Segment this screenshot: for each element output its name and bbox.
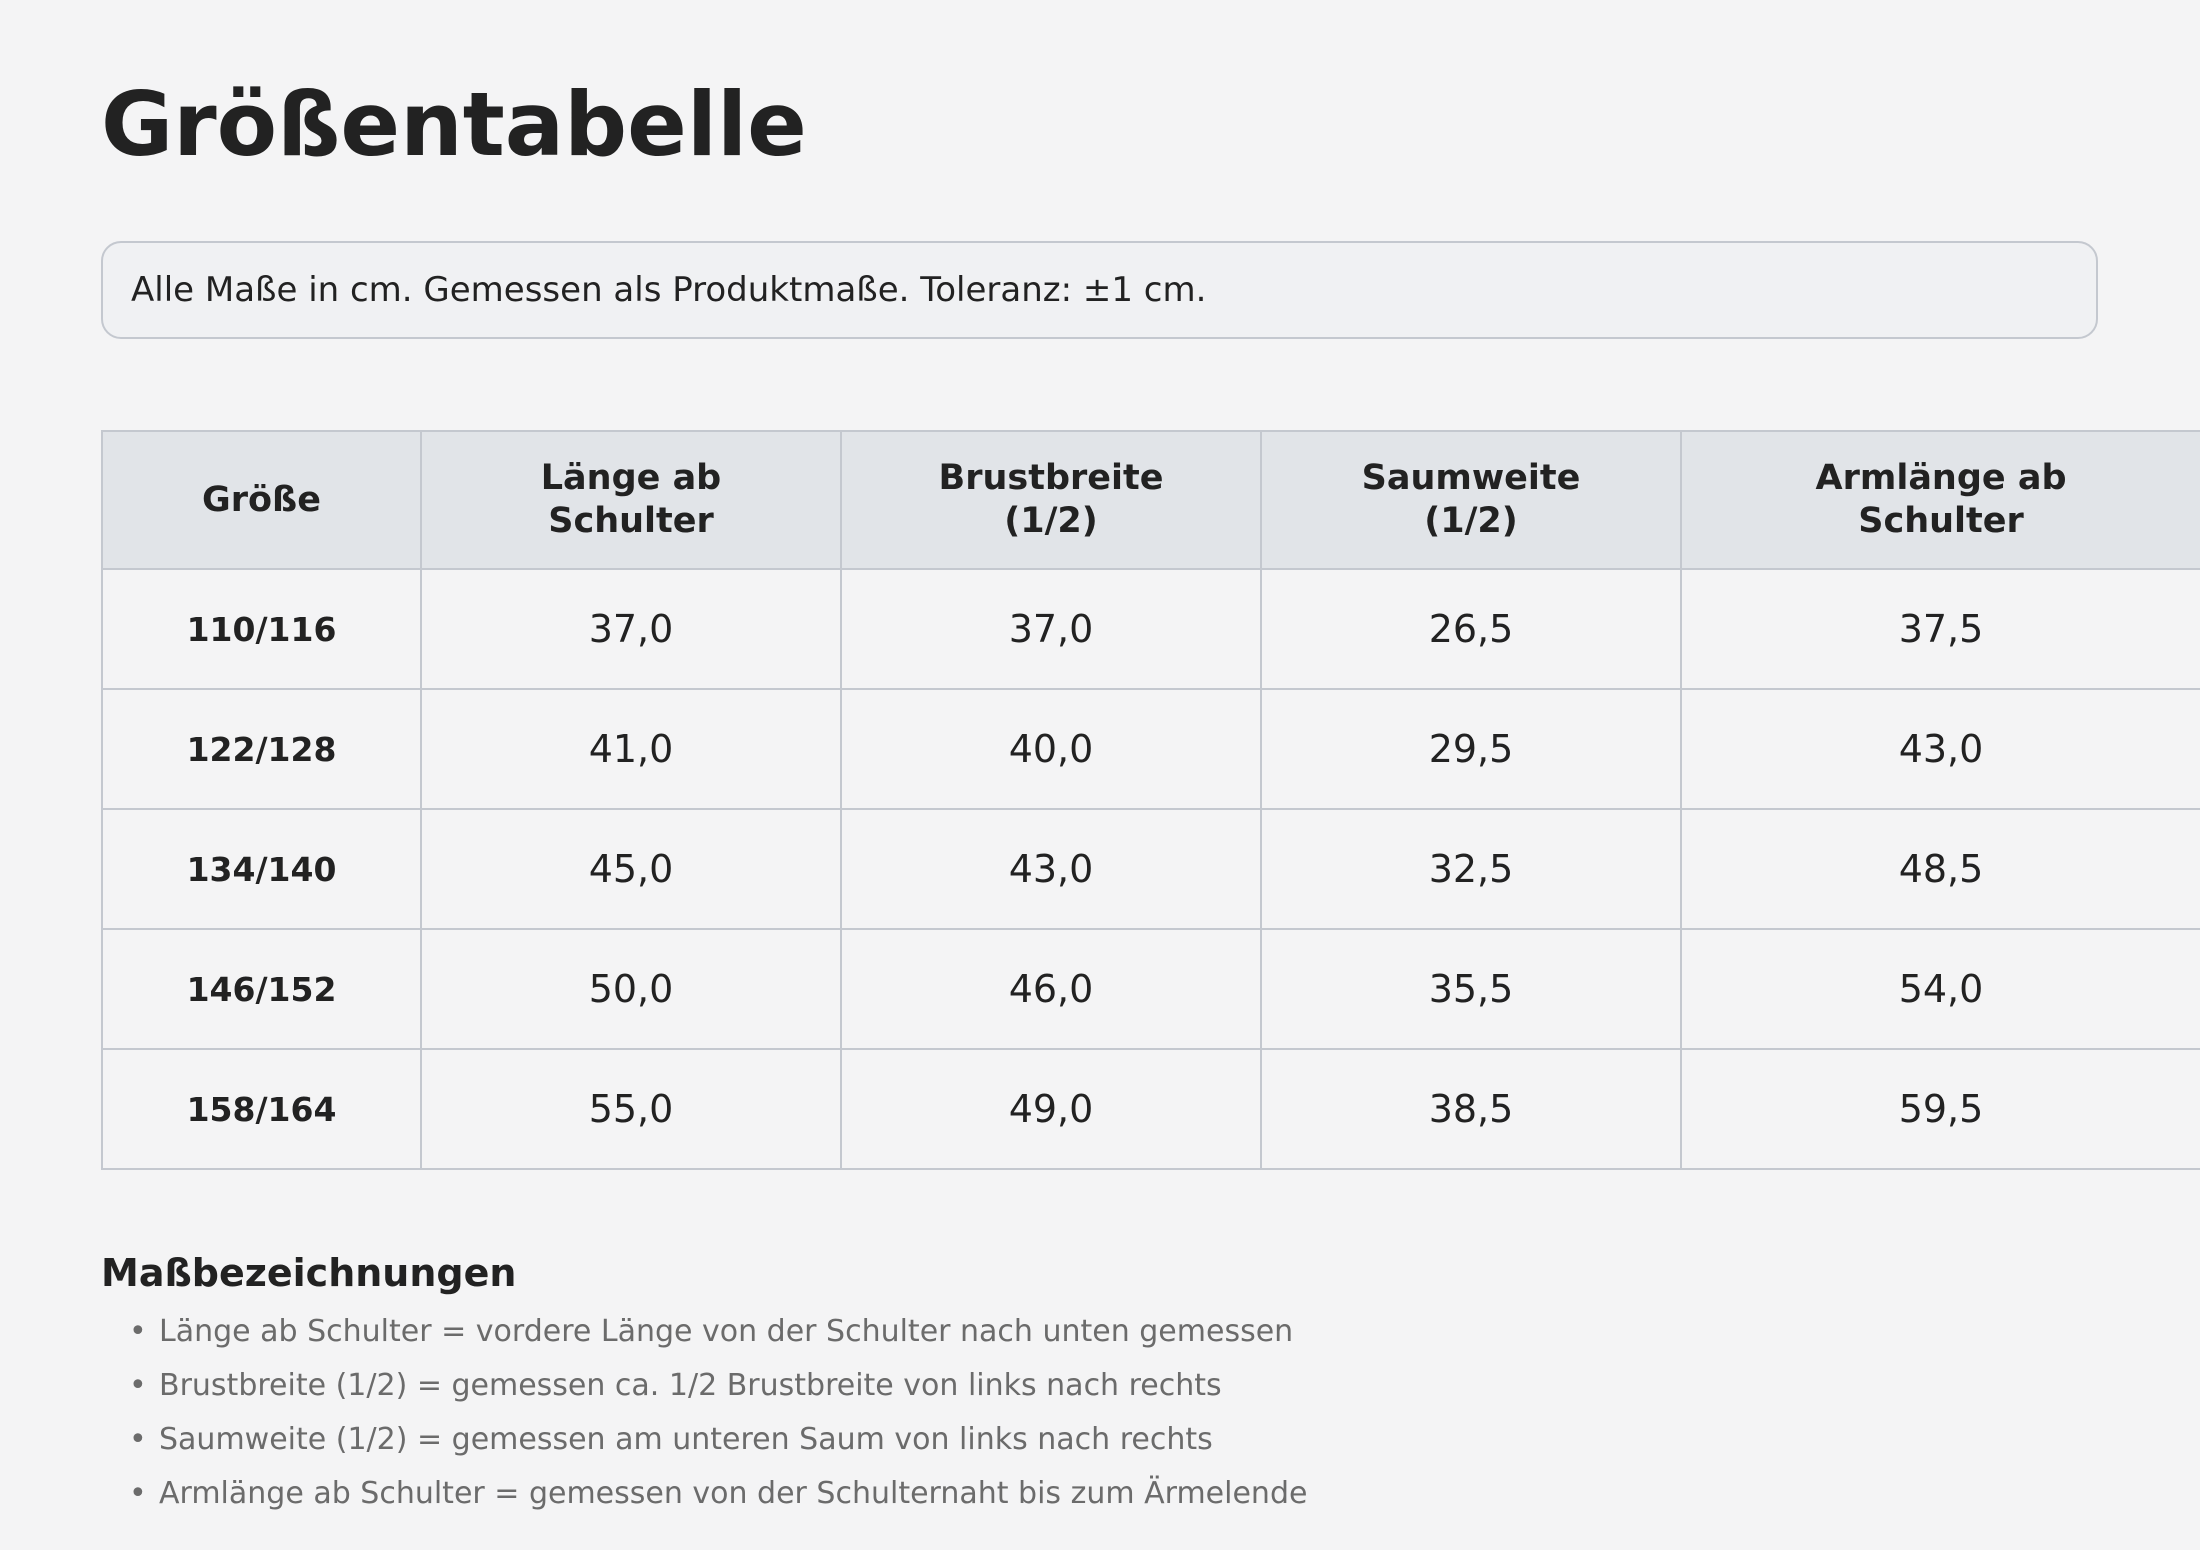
header-chest-line-1: Brustbreite (938, 458, 1164, 498)
header-length-line-1: Länge ab (540, 458, 722, 498)
bullet-icon: • (129, 1422, 147, 1457)
list-item: • Länge ab Schulter = vordere Länge von … (129, 1305, 1307, 1359)
bullet-icon: • (129, 1476, 147, 1511)
chest-cell: 46,0 (840, 928, 1262, 1050)
table-row: 110/116 37,0 37,0 26,5 37,5 (101, 568, 2200, 690)
header-sleeve-length: Armlänge ab Schulter (1680, 430, 2200, 570)
header-chest-line-2: (1/2) (1004, 501, 1098, 541)
size-cell: 134/140 (101, 808, 422, 930)
table-row: 134/140 45,0 43,0 32,5 48,5 (101, 808, 2200, 930)
size-table: Größe Länge ab Schulter Brustbreite (1/2… (101, 430, 2200, 1170)
table-header-row: Größe Länge ab Schulter Brustbreite (1/2… (101, 430, 2200, 570)
header-chest-width: Brustbreite (1/2) (840, 430, 1262, 570)
length-cell: 45,0 (420, 808, 842, 930)
sleeve-cell: 37,5 (1680, 568, 2200, 690)
chest-cell: 37,0 (840, 568, 1262, 690)
legend-item-text: Länge ab Schulter = vordere Länge von de… (159, 1314, 1294, 1349)
chest-cell: 40,0 (840, 688, 1262, 810)
list-item: • Saumweite (1/2) = gemessen am unteren … (129, 1413, 1307, 1467)
header-size-line-1: Größe (202, 479, 321, 520)
sleeve-cell: 59,5 (1680, 1048, 2200, 1170)
table-row: 146/152 50,0 46,0 35,5 54,0 (101, 928, 2200, 1050)
chest-cell: 43,0 (840, 808, 1262, 930)
hem-cell: 29,5 (1260, 688, 1682, 810)
page-title: Größentabelle (101, 73, 807, 176)
bullet-icon: • (129, 1368, 147, 1403)
legend-list: • Länge ab Schulter = vordere Länge von … (129, 1305, 1307, 1521)
header-hem-line-2: (1/2) (1424, 501, 1518, 541)
header-size: Größe (101, 430, 422, 570)
measurement-note-text: Alle Maße in cm. Gemessen als Produktmaß… (131, 270, 1207, 310)
size-cell: 122/128 (101, 688, 422, 810)
legend-item-text: Armlänge ab Schulter = gemessen von der … (159, 1476, 1308, 1511)
bullet-icon: • (129, 1314, 147, 1349)
legend-item-text: Saumweite (1/2) = gemessen am unteren Sa… (159, 1422, 1213, 1457)
hem-cell: 26,5 (1260, 568, 1682, 690)
length-cell: 55,0 (420, 1048, 842, 1170)
sleeve-cell: 48,5 (1680, 808, 2200, 930)
list-item: • Armlänge ab Schulter = gemessen von de… (129, 1467, 1307, 1521)
hem-cell: 35,5 (1260, 928, 1682, 1050)
length-cell: 37,0 (420, 568, 842, 690)
sleeve-cell: 54,0 (1680, 928, 2200, 1050)
header-hem-width: Saumweite (1/2) (1260, 430, 1682, 570)
legend-item-text: Brustbreite (1/2) = gemessen ca. 1/2 Bru… (159, 1368, 1222, 1403)
list-item: • Brustbreite (1/2) = gemessen ca. 1/2 B… (129, 1359, 1307, 1413)
hem-cell: 38,5 (1260, 1048, 1682, 1170)
size-cell: 110/116 (101, 568, 422, 690)
header-length-line-2: Schulter (548, 501, 714, 541)
header-sleeve-line-1: Armlänge ab (1815, 458, 2067, 498)
table-row: 158/164 55,0 49,0 38,5 59,5 (101, 1048, 2200, 1170)
sleeve-cell: 43,0 (1680, 688, 2200, 810)
legend-title: Maßbezeichnungen (101, 1251, 517, 1295)
header-hem-line-1: Saumweite (1361, 458, 1581, 498)
hem-cell: 32,5 (1260, 808, 1682, 930)
length-cell: 41,0 (420, 688, 842, 810)
table-row: 122/128 41,0 40,0 29,5 43,0 (101, 688, 2200, 810)
header-length-from-shoulder: Länge ab Schulter (420, 430, 842, 570)
header-sleeve-line-2: Schulter (1858, 501, 2024, 541)
size-cell: 146/152 (101, 928, 422, 1050)
chest-cell: 49,0 (840, 1048, 1262, 1170)
size-cell: 158/164 (101, 1048, 422, 1170)
measurement-note: Alle Maße in cm. Gemessen als Produktmaß… (101, 241, 2098, 339)
length-cell: 50,0 (420, 928, 842, 1050)
